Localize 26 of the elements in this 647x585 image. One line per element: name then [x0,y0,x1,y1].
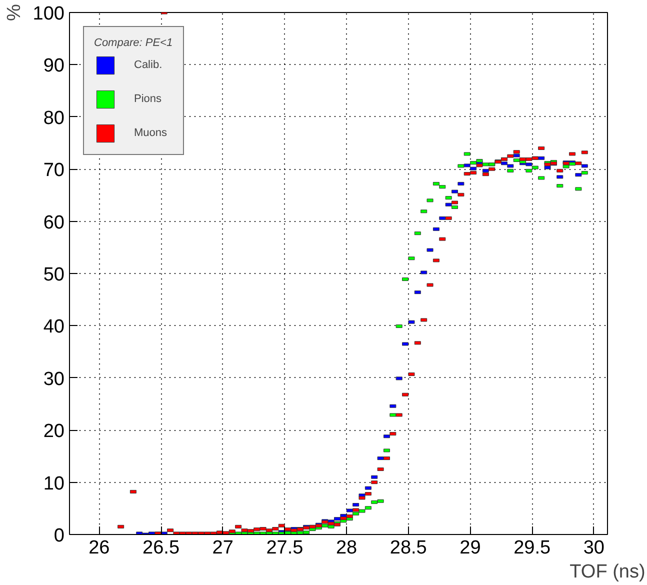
y-tick-label: 50 [43,264,65,286]
x-tick-label: 28 [336,538,358,558]
y-tick-label: 90 [43,56,65,77]
x-tick-label: 30 [583,538,604,558]
y-tick-label: 100 [32,4,64,24]
x-tick-label: 27 [212,538,234,558]
y-tick-label: 70 [43,160,65,182]
x-tick-label: 26 [88,538,110,558]
legend-label: Calib. [134,59,162,71]
y-tick-label: 80 [43,108,65,129]
x-axis-title: TOF (ns) [570,562,646,582]
y-tick-label: 0 [54,526,65,546]
y-axis-title: % [4,4,25,21]
x-tick-label: 27.5 [266,538,304,558]
x-tick-label: 28.5 [390,538,427,558]
x-tick-label: 26.5 [142,538,180,558]
legend-label: Pions [134,93,162,105]
y-tick-label: 10 [43,473,65,494]
x-tick-label: 29.5 [514,538,551,558]
y-tick-label: 60 [43,212,65,234]
y-tick-label: 40 [43,316,65,338]
x-tick-label: 29 [460,538,481,558]
legend-title: Compare: PE<1 [94,37,173,49]
legend-label: Muons [134,127,168,139]
y-tick-label: 20 [43,421,65,442]
y-tick-label: 30 [43,368,65,390]
